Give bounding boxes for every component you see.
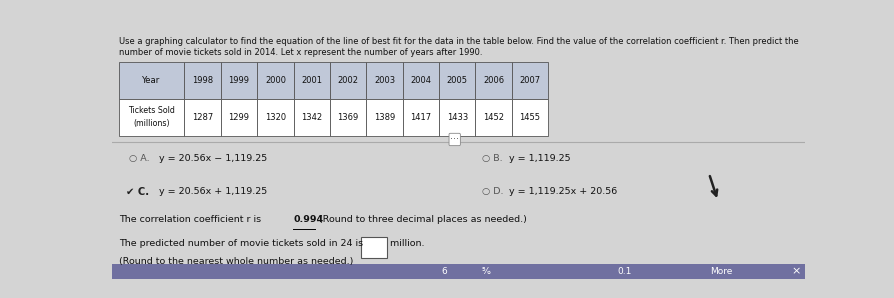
Bar: [330, 62, 367, 99]
Bar: [184, 62, 221, 99]
Text: y = 20.56x − 1,119.25: y = 20.56x − 1,119.25: [159, 154, 267, 163]
Text: Use a graphing calculator to find the equation of the line of best fit for the d: Use a graphing calculator to find the eq…: [119, 37, 798, 46]
Text: ✔ C.: ✔ C.: [125, 187, 148, 197]
Text: ○ B.: ○ B.: [483, 154, 503, 163]
Text: 2004: 2004: [410, 76, 432, 85]
Bar: [367, 99, 402, 136]
Text: ○ D.: ○ D.: [483, 187, 504, 196]
Bar: [402, 62, 439, 99]
Bar: [439, 99, 476, 136]
Text: million.: million.: [387, 239, 425, 248]
Bar: [402, 99, 439, 136]
Text: ···: ···: [451, 134, 460, 145]
Text: More: More: [710, 267, 733, 276]
Text: y = 1,119.25x + 20.56: y = 1,119.25x + 20.56: [509, 187, 617, 196]
Text: 1999: 1999: [229, 76, 249, 85]
Text: ⅚: ⅚: [482, 267, 490, 276]
Bar: [293, 62, 330, 99]
Text: y = 1,119.25: y = 1,119.25: [509, 154, 570, 163]
Text: The predicted number of movie tickets sold in 24 is: The predicted number of movie tickets so…: [119, 239, 366, 248]
Bar: [221, 99, 257, 136]
Text: ×: ×: [791, 267, 801, 277]
Bar: [112, 264, 805, 279]
Text: 1417: 1417: [410, 113, 432, 122]
Bar: [476, 99, 512, 136]
Text: 1342: 1342: [301, 113, 323, 122]
Text: 2006: 2006: [483, 76, 504, 85]
Bar: [257, 99, 293, 136]
Text: 2000: 2000: [265, 76, 286, 85]
Bar: [476, 62, 512, 99]
Text: number of movie tickets sold in 2014. Let x represent the number of years after : number of movie tickets sold in 2014. Le…: [119, 48, 482, 58]
Bar: [184, 99, 221, 136]
Text: 1452: 1452: [483, 113, 504, 122]
Text: (millions): (millions): [133, 119, 170, 128]
Bar: [257, 62, 293, 99]
Text: 2001: 2001: [301, 76, 323, 85]
Bar: [361, 237, 387, 258]
Text: 1320: 1320: [265, 113, 286, 122]
Text: 1299: 1299: [229, 113, 249, 122]
Text: (Round to three decimal places as needed.): (Round to three decimal places as needed…: [316, 215, 527, 224]
Text: 1369: 1369: [338, 113, 358, 122]
Text: 0.1: 0.1: [617, 267, 632, 276]
Bar: [119, 62, 184, 99]
Bar: [221, 62, 257, 99]
Text: 2007: 2007: [519, 76, 541, 85]
Text: 1389: 1389: [374, 113, 395, 122]
Text: 1998: 1998: [192, 76, 214, 85]
Bar: [512, 62, 548, 99]
Text: 0.994: 0.994: [293, 215, 324, 224]
Bar: [439, 62, 476, 99]
Bar: [119, 99, 184, 136]
Text: 6: 6: [442, 267, 447, 276]
Text: 1433: 1433: [447, 113, 468, 122]
Text: Tickets Sold: Tickets Sold: [128, 106, 175, 115]
Text: ○ A.: ○ A.: [129, 154, 149, 163]
Text: Year: Year: [142, 76, 161, 85]
Text: 2005: 2005: [447, 76, 468, 85]
Bar: [367, 62, 402, 99]
Text: y = 20.56x + 1,119.25: y = 20.56x + 1,119.25: [159, 187, 267, 196]
Text: (Round to the nearest whole number as needed.): (Round to the nearest whole number as ne…: [119, 257, 353, 266]
Text: The correlation coefficient r is: The correlation coefficient r is: [119, 215, 264, 224]
Text: 1455: 1455: [519, 113, 541, 122]
Bar: [293, 99, 330, 136]
Text: 2002: 2002: [338, 76, 358, 85]
Bar: [512, 99, 548, 136]
Text: 1287: 1287: [192, 113, 214, 122]
Text: 2003: 2003: [374, 76, 395, 85]
Bar: [330, 99, 367, 136]
